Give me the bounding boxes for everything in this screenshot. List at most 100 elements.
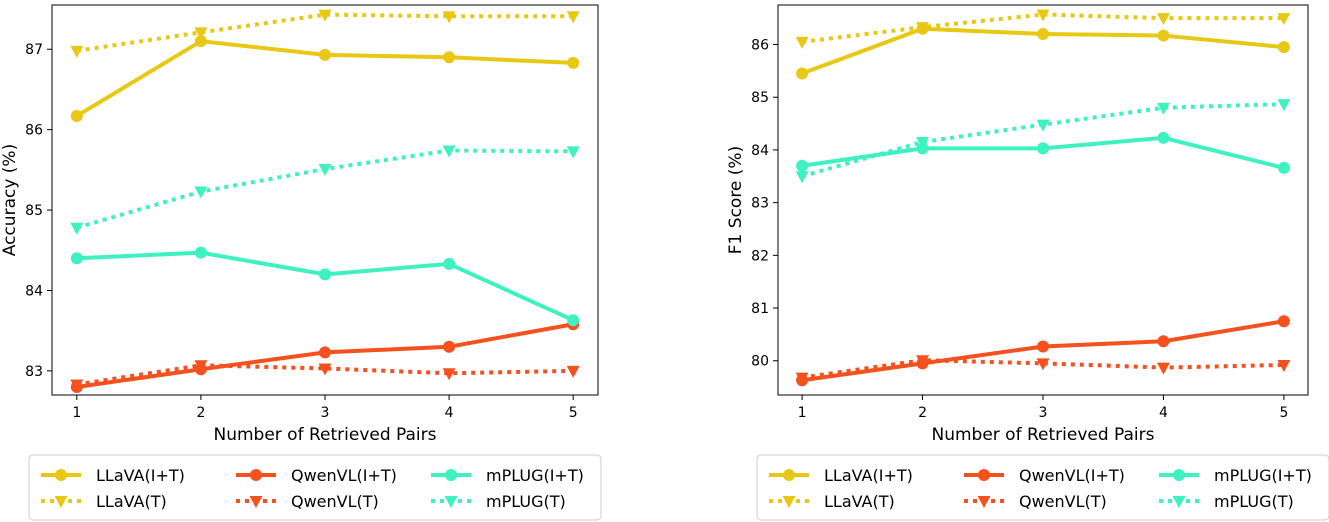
y-tick-label: 86: [751, 38, 769, 54]
data-point: [319, 268, 331, 281]
data-point: [70, 222, 84, 235]
x-tick-label: 4: [1159, 405, 1168, 421]
data-point: [1037, 142, 1049, 155]
data-point: [1277, 161, 1290, 174]
legend-marker: [444, 496, 458, 508]
data-point: [1156, 102, 1170, 115]
x-axis-label: Number of Retrieved Pairs: [213, 425, 436, 445]
series-LLaVA(T): [795, 9, 1291, 49]
x-tick-label: 4: [445, 405, 454, 421]
data-point: [443, 51, 456, 64]
plot-frame: [777, 4, 1309, 396]
legend-label: mPLUG(T): [486, 492, 566, 511]
x-tick-label: 3: [321, 405, 330, 421]
data-point: [70, 45, 84, 58]
data-point: [1036, 119, 1050, 132]
series-line: [76, 363, 574, 387]
data-point: [1277, 41, 1290, 54]
legend-label: LLaVA(I+T): [96, 466, 185, 485]
data-point: [1036, 9, 1050, 22]
y-tick-label: 83: [25, 364, 43, 380]
data-point: [796, 67, 809, 80]
data-point: [1277, 99, 1291, 112]
series-mPLUG(T): [795, 99, 1291, 184]
legend-marker: [977, 496, 991, 508]
y-tick-label: 85: [25, 203, 43, 219]
legend-entry: LLaVA(T): [769, 492, 895, 511]
data-point: [194, 27, 208, 40]
x-tick-label: 5: [569, 405, 578, 421]
series-LLaVA(I+T): [796, 22, 1290, 80]
data-point: [916, 22, 930, 35]
data-point: [70, 109, 83, 122]
series-QwenVL(T): [70, 360, 580, 392]
legend-entry: mPLUG(T): [431, 492, 566, 511]
legend-marker: [55, 469, 67, 481]
data-point: [1277, 359, 1291, 372]
legend-label: LLaVA(T): [96, 492, 167, 511]
series-LLaVA(I+T): [70, 35, 580, 122]
legend-label: QwenVL(I+T): [291, 466, 397, 485]
legend-label: LLaVA(T): [824, 492, 895, 511]
data-point: [194, 186, 208, 199]
legend-entry: mPLUG(T): [1159, 492, 1294, 511]
x-tick-label: 2: [918, 405, 927, 421]
data-point: [1037, 340, 1049, 353]
data-point: [442, 11, 456, 24]
data-point: [1277, 13, 1291, 26]
data-point: [795, 171, 809, 184]
data-point: [70, 252, 83, 265]
data-point: [1277, 315, 1290, 328]
data-point: [1157, 29, 1170, 42]
legend-label: QwenVL(I+T): [1019, 466, 1125, 485]
data-point: [566, 146, 580, 159]
data-point: [319, 346, 331, 359]
data-point: [318, 9, 332, 22]
legend-entry: QwenVL(T): [236, 492, 379, 511]
series-mPLUG(I+T): [796, 131, 1290, 174]
y-axis-label: F1 Score (%): [726, 146, 746, 254]
legend-label: mPLUG(I+T): [1214, 466, 1312, 485]
series-LLaVA(T): [70, 9, 580, 58]
legend-marker: [783, 469, 795, 481]
series-line: [801, 358, 1284, 380]
legend-entry: LLaVA(T): [41, 492, 167, 511]
legend-entry: QwenVL(I+T): [236, 466, 397, 485]
x-axis-label: Number of Retrieved Pairs: [931, 425, 1154, 445]
data-point: [443, 257, 456, 270]
y-tick-label: 84: [25, 283, 43, 299]
data-point: [1036, 358, 1050, 371]
data-point: [1157, 335, 1170, 348]
series-QwenVL(T): [795, 355, 1291, 385]
legend-marker: [54, 496, 68, 508]
legend: LLaVA(I+T) QwenVL(I+T) mPLUG(I+T) LLaVA(T) Q…: [28, 454, 602, 521]
legend-entry: mPLUG(I+T): [431, 466, 584, 485]
data-point: [194, 246, 207, 259]
legend-marker: [782, 496, 796, 508]
x-tick-label: 1: [72, 405, 81, 421]
data-point: [916, 137, 930, 150]
x-tick-label: 1: [798, 405, 807, 421]
x-tick-label: 3: [1039, 405, 1048, 421]
data-point: [1156, 13, 1170, 26]
series-QwenVL(I+T): [70, 318, 580, 393]
data-point: [566, 365, 580, 378]
legend-marker: [445, 469, 457, 481]
y-tick-label: 87: [25, 42, 43, 58]
data-point: [795, 36, 809, 49]
legend-marker: [1173, 469, 1185, 481]
legend-frame: [756, 454, 1329, 521]
legend-label: mPLUG(T): [1214, 492, 1294, 511]
legend-label: mPLUG(I+T): [486, 466, 584, 485]
data-point: [1157, 131, 1170, 144]
data-point: [796, 159, 809, 172]
legend-entry: LLaVA(I+T): [41, 466, 185, 485]
series-line: [801, 102, 1284, 179]
data-point: [567, 56, 580, 69]
data-point: [566, 11, 580, 24]
data-point: [1156, 362, 1170, 375]
data-point: [194, 360, 208, 373]
legend-marker: [978, 469, 990, 481]
data-point: [795, 372, 809, 385]
